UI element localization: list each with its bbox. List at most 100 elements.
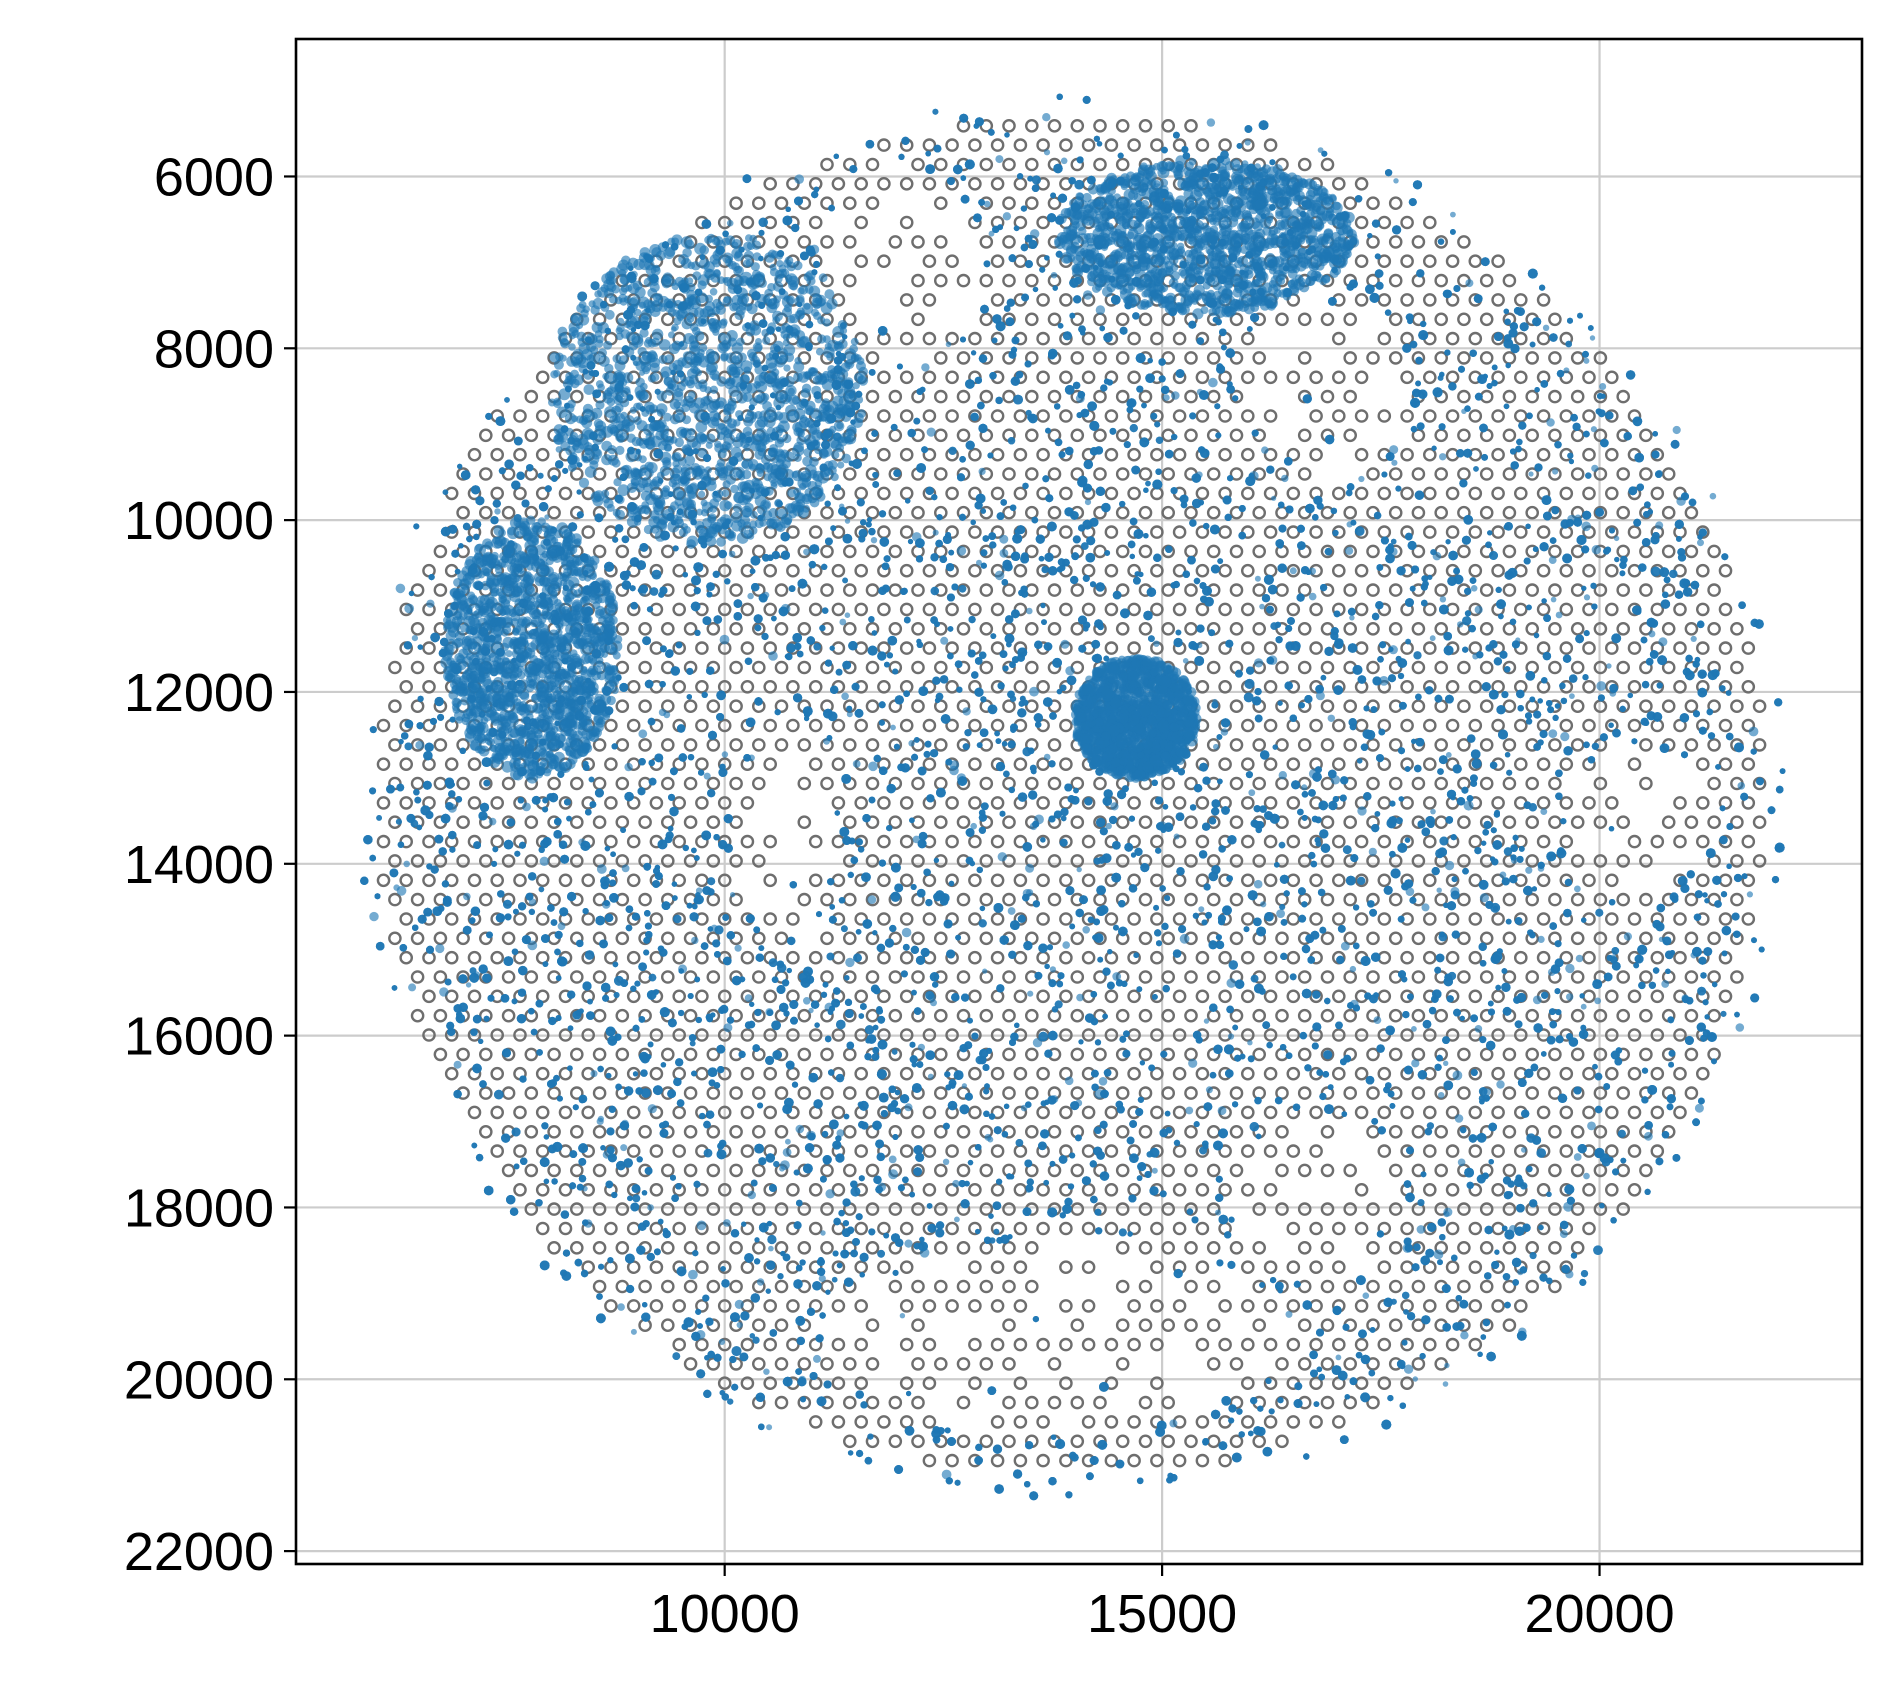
spot-marker bbox=[717, 602, 732, 617]
cell-point bbox=[404, 603, 415, 614]
spot-marker bbox=[1025, 157, 1039, 172]
spot-marker bbox=[1229, 622, 1244, 636]
spot-marker bbox=[1297, 622, 1312, 636]
spot-marker bbox=[478, 505, 493, 520]
cell-point bbox=[403, 860, 411, 868]
spot-marker bbox=[922, 447, 937, 462]
spot-marker bbox=[1616, 622, 1630, 636]
spot-marker bbox=[740, 680, 755, 694]
cell-point bbox=[415, 740, 425, 750]
spot-marker bbox=[1445, 486, 1460, 501]
cell-point bbox=[1327, 714, 1336, 722]
spot-marker bbox=[1639, 428, 1653, 443]
spot-marker bbox=[843, 312, 857, 327]
spot-marker bbox=[570, 389, 584, 404]
spot-marker bbox=[1138, 467, 1153, 481]
spot-marker bbox=[1195, 486, 1210, 501]
cell-point bbox=[1590, 426, 1597, 433]
cell-point bbox=[1580, 1003, 1587, 1010]
spot-marker bbox=[854, 447, 869, 462]
cell-point bbox=[1599, 383, 1607, 390]
spot-marker bbox=[1616, 467, 1630, 481]
spot-marker bbox=[1002, 235, 1016, 249]
spot-marker bbox=[1013, 215, 1028, 230]
spot-marker bbox=[1241, 370, 1255, 385]
spot-marker bbox=[1093, 119, 1107, 133]
spot-marker bbox=[1582, 563, 1596, 578]
spot-marker bbox=[1423, 409, 1437, 423]
spot-marker bbox=[1434, 622, 1448, 636]
spot-marker bbox=[808, 602, 823, 617]
spot-marker bbox=[1343, 544, 1357, 559]
cell-point bbox=[982, 968, 988, 974]
spot-marker bbox=[1445, 331, 1460, 346]
cell-point bbox=[617, 1303, 625, 1311]
spot-marker bbox=[1502, 428, 1517, 443]
cell-point bbox=[942, 1158, 950, 1166]
spot-marker bbox=[1661, 544, 1676, 559]
spot-marker bbox=[1161, 583, 1175, 597]
spot-marker bbox=[1457, 389, 1471, 404]
cell-point bbox=[890, 724, 896, 731]
spot-marker bbox=[1002, 196, 1016, 210]
spot-marker bbox=[888, 389, 903, 404]
cell-point bbox=[747, 592, 754, 600]
spot-marker bbox=[1388, 467, 1403, 481]
spot-marker bbox=[820, 544, 834, 559]
spot-marker bbox=[1423, 447, 1437, 462]
spot-marker bbox=[1479, 622, 1494, 636]
spot-marker bbox=[513, 486, 527, 501]
spot-marker bbox=[1445, 680, 1460, 694]
cell-point bbox=[1213, 743, 1219, 750]
cell-point bbox=[1025, 863, 1035, 873]
cell-point bbox=[940, 636, 949, 645]
spot-marker bbox=[774, 583, 789, 597]
cell-point bbox=[846, 711, 853, 718]
spot-marker bbox=[501, 428, 516, 443]
cell-point bbox=[488, 817, 497, 826]
spot-marker bbox=[1184, 660, 1198, 675]
cell-point bbox=[1658, 637, 1668, 647]
spot-marker bbox=[1150, 525, 1164, 539]
cell-point bbox=[995, 155, 1004, 164]
spot-marker bbox=[1400, 447, 1414, 462]
spot-marker bbox=[1195, 680, 1210, 694]
spot-marker bbox=[388, 660, 402, 675]
spot-marker bbox=[956, 583, 971, 597]
spot-marker bbox=[1161, 467, 1175, 481]
spot-marker bbox=[1104, 447, 1119, 462]
spot-marker bbox=[774, 235, 789, 249]
cell-point bbox=[1474, 1025, 1483, 1033]
spot-marker bbox=[1696, 602, 1710, 617]
spot-marker bbox=[524, 389, 539, 404]
spot-marker bbox=[456, 505, 470, 520]
cell-point bbox=[1546, 418, 1555, 427]
cell-point bbox=[785, 1138, 791, 1145]
spot-marker bbox=[843, 583, 857, 597]
spot-marker bbox=[968, 138, 982, 152]
spot-marker bbox=[1536, 447, 1551, 462]
spot-marker bbox=[1320, 544, 1335, 559]
spot-marker bbox=[478, 467, 493, 481]
spot-marker bbox=[990, 602, 1005, 617]
cell-point bbox=[670, 326, 677, 332]
cell-point bbox=[825, 1189, 835, 1199]
spot-marker bbox=[1639, 622, 1653, 636]
cell-point bbox=[439, 987, 449, 997]
cell-point bbox=[1528, 471, 1534, 477]
cell-point bbox=[1443, 1060, 1449, 1067]
spot-marker bbox=[1582, 447, 1596, 462]
cell-point bbox=[1084, 499, 1092, 506]
cell-point bbox=[888, 1155, 897, 1164]
spot-marker bbox=[1479, 351, 1494, 365]
spot-marker bbox=[899, 409, 914, 423]
cell-point bbox=[1587, 1121, 1596, 1131]
spot-marker bbox=[1343, 428, 1357, 443]
spot-marker bbox=[1104, 602, 1119, 617]
spot-marker bbox=[888, 505, 903, 520]
spot-marker bbox=[911, 660, 925, 675]
cell-point bbox=[1569, 693, 1575, 699]
cell-point bbox=[621, 864, 630, 873]
spot-marker bbox=[1104, 525, 1119, 539]
spot-marker bbox=[1013, 409, 1028, 423]
